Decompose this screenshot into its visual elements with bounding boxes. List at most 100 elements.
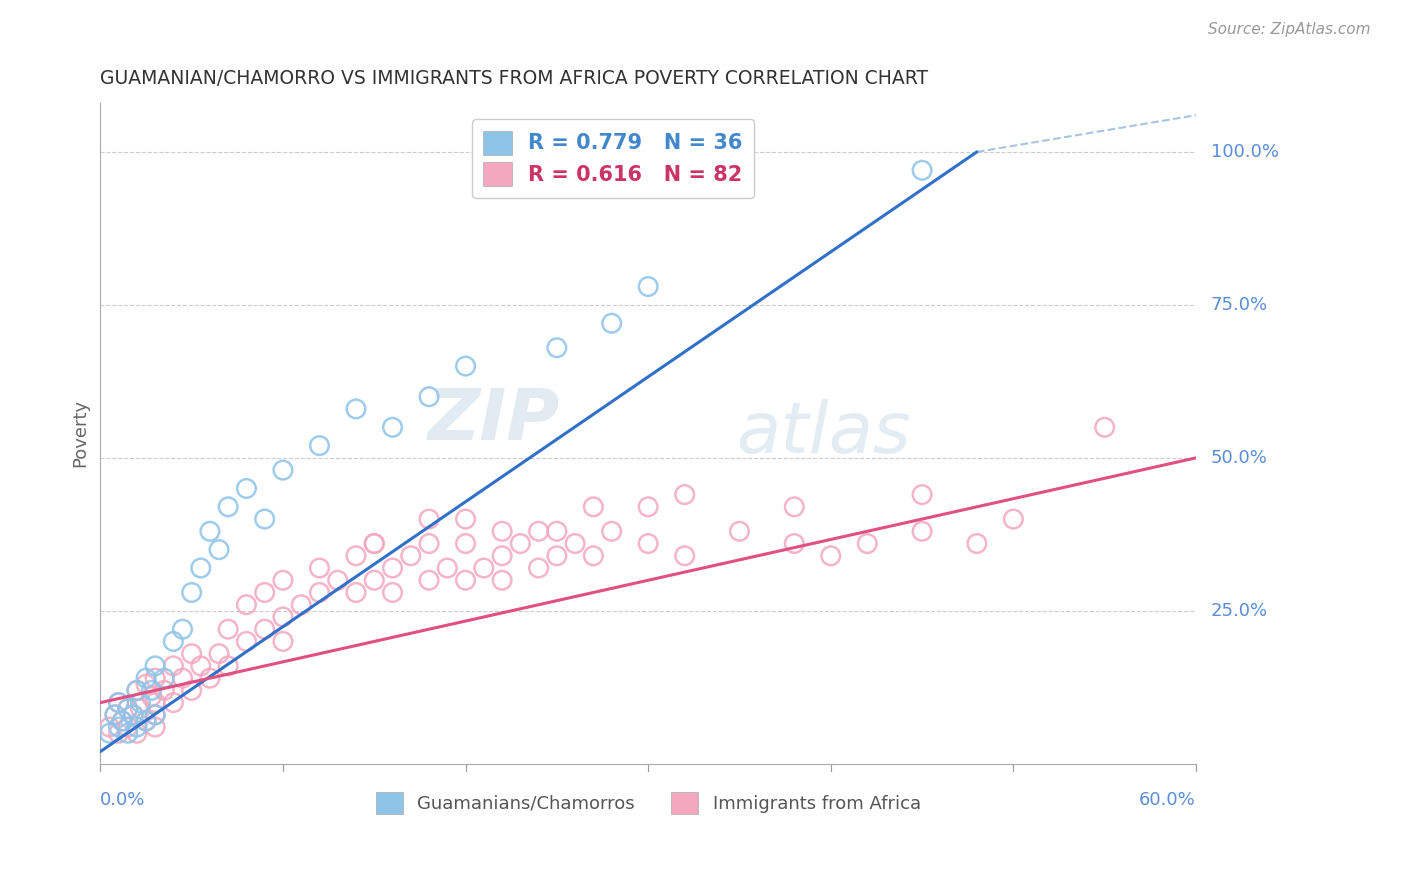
Point xyxy=(117,702,139,716)
Point xyxy=(966,536,988,550)
Point xyxy=(111,714,134,728)
Point xyxy=(122,707,145,722)
Point xyxy=(290,598,312,612)
Point xyxy=(308,561,330,575)
Point xyxy=(143,707,166,722)
Point xyxy=(107,696,129,710)
Point xyxy=(454,574,477,588)
Point xyxy=(600,316,623,330)
Text: 0.0%: 0.0% xyxy=(100,791,146,809)
Point xyxy=(117,702,139,716)
Point xyxy=(783,500,806,514)
Point xyxy=(381,585,404,599)
Point xyxy=(326,574,349,588)
Point xyxy=(235,634,257,648)
Point xyxy=(143,696,166,710)
Point xyxy=(143,720,166,734)
Y-axis label: Poverty: Poverty xyxy=(72,400,89,467)
Point xyxy=(418,390,440,404)
Point xyxy=(911,487,934,501)
Point xyxy=(141,683,163,698)
Point xyxy=(162,659,184,673)
Point xyxy=(600,524,623,539)
Point xyxy=(454,512,477,526)
Text: 25.0%: 25.0% xyxy=(1211,602,1268,620)
Text: 50.0%: 50.0% xyxy=(1211,449,1267,467)
Point xyxy=(546,524,568,539)
Point xyxy=(253,585,276,599)
Point xyxy=(454,359,477,373)
Point xyxy=(418,536,440,550)
Point xyxy=(491,549,513,563)
Point xyxy=(1002,512,1025,526)
Point xyxy=(143,707,166,722)
Point xyxy=(546,341,568,355)
Point xyxy=(180,647,202,661)
Point xyxy=(208,542,231,557)
Point xyxy=(344,585,367,599)
Point xyxy=(153,683,176,698)
Point xyxy=(217,500,239,514)
Point xyxy=(143,671,166,685)
Point xyxy=(399,549,422,563)
Point xyxy=(673,487,696,501)
Point xyxy=(637,500,659,514)
Text: Source: ZipAtlas.com: Source: ZipAtlas.com xyxy=(1208,22,1371,37)
Point xyxy=(308,585,330,599)
Point xyxy=(117,726,139,740)
Point xyxy=(271,574,294,588)
Point xyxy=(135,714,157,728)
Point xyxy=(344,549,367,563)
Point xyxy=(125,683,148,698)
Point xyxy=(217,659,239,673)
Point xyxy=(344,401,367,416)
Point xyxy=(783,536,806,550)
Point xyxy=(911,524,934,539)
Point xyxy=(153,671,176,685)
Point xyxy=(98,726,121,740)
Point xyxy=(208,647,231,661)
Point xyxy=(856,536,879,550)
Point xyxy=(582,549,605,563)
Point xyxy=(125,726,148,740)
Text: ZIP: ZIP xyxy=(429,385,561,455)
Point xyxy=(107,720,129,734)
Point xyxy=(190,659,212,673)
Text: 60.0%: 60.0% xyxy=(1139,791,1197,809)
Point xyxy=(172,622,194,636)
Point xyxy=(911,163,934,178)
Point xyxy=(162,696,184,710)
Point xyxy=(527,561,550,575)
Point xyxy=(546,549,568,563)
Point xyxy=(728,524,751,539)
Point xyxy=(122,707,145,722)
Point xyxy=(820,549,842,563)
Point xyxy=(582,500,605,514)
Point xyxy=(363,536,385,550)
Point xyxy=(135,677,157,691)
Point xyxy=(308,439,330,453)
Point xyxy=(129,696,152,710)
Point xyxy=(363,574,385,588)
Text: 100.0%: 100.0% xyxy=(1211,143,1278,161)
Point xyxy=(104,707,127,722)
Point xyxy=(98,720,121,734)
Point xyxy=(363,536,385,550)
Point xyxy=(162,634,184,648)
Point xyxy=(198,671,221,685)
Point xyxy=(271,463,294,477)
Point xyxy=(637,536,659,550)
Point xyxy=(135,671,157,685)
Text: 75.0%: 75.0% xyxy=(1211,296,1268,314)
Legend: Guamanians/Chamorros, Immigrants from Africa: Guamanians/Chamorros, Immigrants from Af… xyxy=(368,784,928,821)
Point xyxy=(253,622,276,636)
Point xyxy=(180,683,202,698)
Point xyxy=(491,524,513,539)
Point xyxy=(125,720,148,734)
Point xyxy=(235,482,257,496)
Point xyxy=(418,574,440,588)
Point xyxy=(436,561,458,575)
Point xyxy=(107,726,129,740)
Point xyxy=(180,585,202,599)
Point xyxy=(107,696,129,710)
